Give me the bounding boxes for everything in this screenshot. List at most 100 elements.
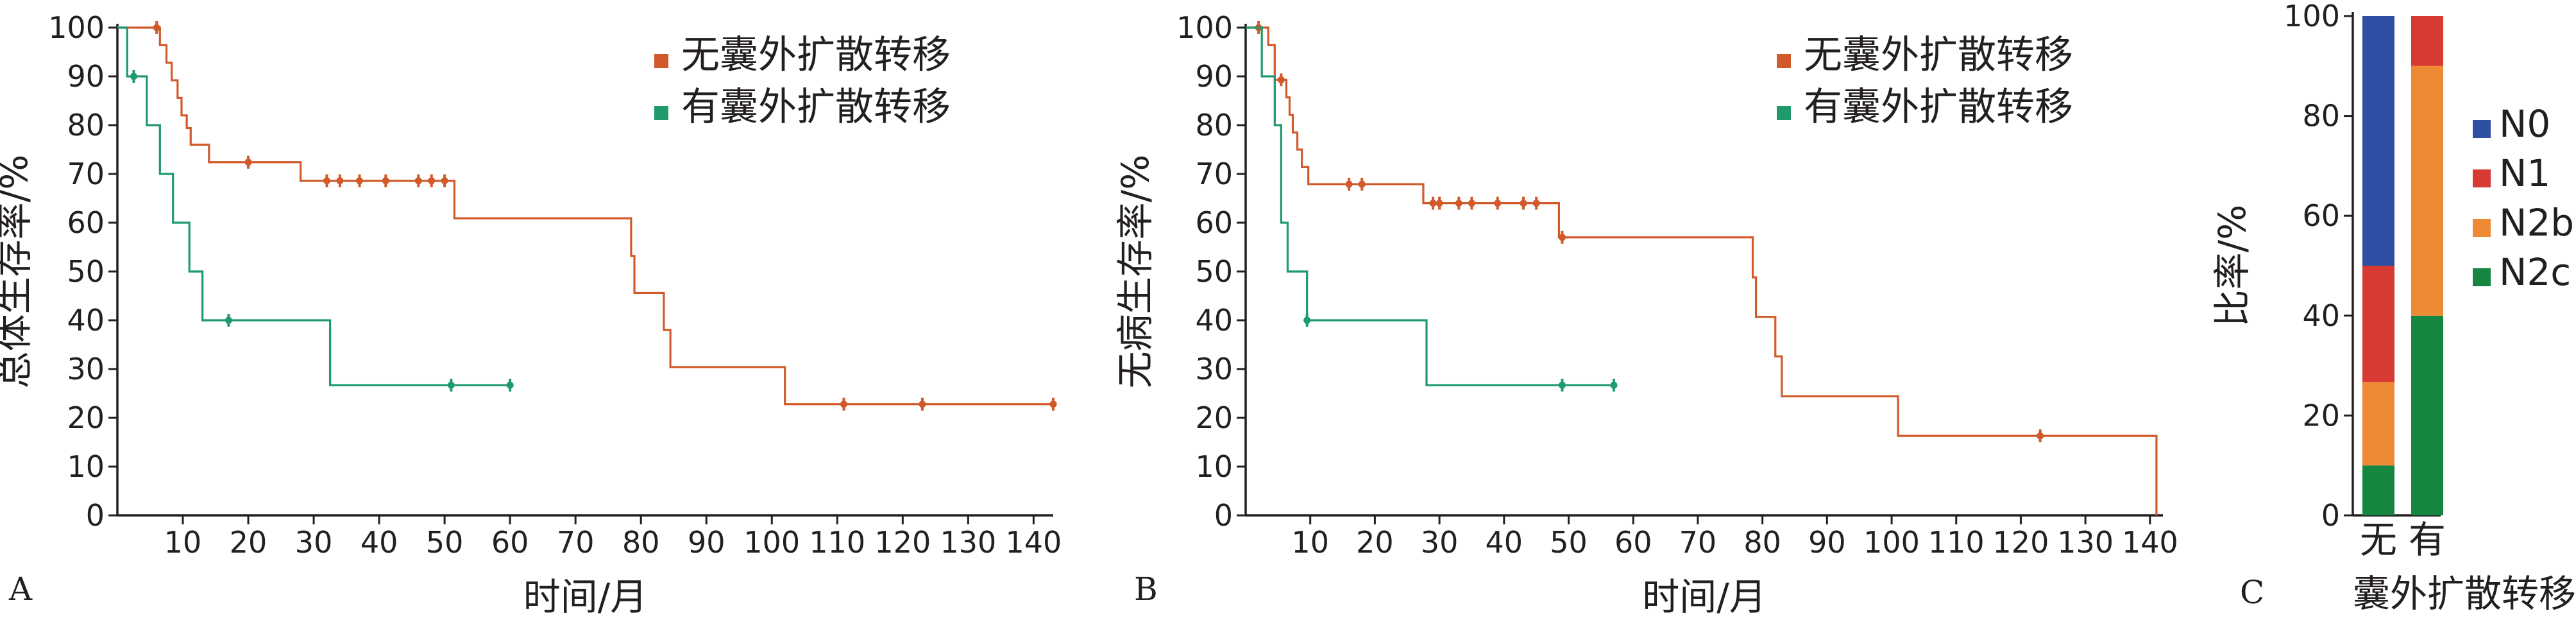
- survival-curve-no-ece: [117, 26, 1053, 406]
- x-tick-label: 110: [1928, 525, 1985, 560]
- x-tick-label: 40: [360, 525, 398, 560]
- panel-b-plot: 0 10 20 30 40 50 60 70 80 90 100 10 20 30 40 50 60 70 80 90…: [1114, 10, 2178, 619]
- y-tick-label: 60: [2302, 198, 2340, 233]
- legend-label: 无囊外扩散转移: [681, 33, 951, 78]
- censor-mark-dot: [414, 177, 422, 185]
- y-axis-label: 比率/%: [2210, 205, 2254, 327]
- legend-swatch: [1777, 106, 1791, 120]
- y-tick-label: 0: [1214, 498, 1233, 533]
- censor-mark-dot: [1345, 180, 1353, 188]
- censor-mark-dot: [153, 24, 160, 31]
- x-tick-label: 80: [622, 525, 660, 560]
- censor-mark-dot: [441, 177, 448, 185]
- censor-mark-dot: [1049, 400, 1057, 408]
- y-tick-label: 20: [1195, 400, 1233, 435]
- censor-mark-dot: [919, 400, 926, 408]
- panel-label-b: B: [1134, 571, 1158, 608]
- x-tick-label: 120: [874, 525, 931, 560]
- survival-curve-ece: [1246, 26, 1614, 386]
- legend-swatch: [2473, 268, 2491, 286]
- x-tick-label: 10: [1291, 525, 1329, 560]
- stacked-bar-segment-n1: [2411, 16, 2443, 66]
- censor-mark-dot: [1429, 200, 1437, 207]
- stacked-bar-segment-n2c: [2411, 315, 2443, 515]
- y-tick-label: 0: [86, 498, 105, 533]
- y-tick-label: 40: [67, 303, 105, 338]
- censor-mark-dot: [336, 177, 344, 185]
- x-tick-label: 140: [1005, 525, 1062, 560]
- y-tick-label: 60: [1195, 205, 1233, 240]
- legend-label: N2c: [2499, 250, 2571, 294]
- y-tick-label: 90: [1195, 59, 1233, 94]
- x-tick-label: 70: [557, 525, 595, 560]
- x-category-label: 有: [2409, 518, 2446, 562]
- x-tick-label: 100: [1863, 525, 1920, 560]
- legend-label: N2b: [2499, 201, 2574, 245]
- x-tick-label: 130: [940, 525, 996, 560]
- y-tick-label: 70: [67, 157, 105, 191]
- y-tick-label: 10: [1195, 449, 1233, 484]
- y-tick-label: 30: [67, 352, 105, 386]
- censor-mark-dot: [1436, 200, 1443, 207]
- x-tick-label: 50: [1550, 525, 1588, 560]
- x-category-label: 无: [2360, 518, 2397, 562]
- y-tick-label: 90: [67, 59, 105, 94]
- x-tick-label: 30: [1421, 525, 1459, 560]
- x-tick-label: 20: [230, 525, 267, 560]
- x-tick-label: 10: [164, 525, 202, 560]
- legend-swatch: [2473, 219, 2491, 237]
- censor-mark-dot: [840, 400, 848, 408]
- censor-mark-dot: [1520, 200, 1527, 207]
- y-tick-label: 40: [2302, 298, 2340, 333]
- censor-mark-dot: [1610, 381, 1618, 389]
- y-tick-label: 30: [1195, 352, 1233, 386]
- y-tick-label: 70: [1195, 157, 1233, 191]
- censor-mark-dot: [1303, 316, 1311, 324]
- censor-mark-dot: [447, 381, 455, 389]
- x-tick-label: 90: [688, 525, 725, 560]
- censor-mark-dot: [1358, 180, 1366, 188]
- censor-mark-dot: [225, 316, 232, 324]
- censor-mark-dot: [1455, 200, 1462, 207]
- y-tick-label: 40: [1195, 303, 1233, 338]
- x-tick-label: 70: [1679, 525, 1717, 560]
- x-tick-label: 20: [1356, 525, 1394, 560]
- legend-swatch: [654, 106, 668, 120]
- panel-a-plot: 0 10 20 30 40 50 60 70 80 90 100 10 20 30 40 50 60 70 80 90…: [0, 10, 1062, 619]
- y-tick-label: 20: [67, 400, 105, 435]
- y-tick-label: 20: [2302, 398, 2340, 433]
- censor-mark-dot: [244, 159, 252, 166]
- censor-mark-dot: [1558, 381, 1566, 389]
- panel-c-plot: 0 20 40 60 80 100 无 有 比率/% 囊外扩散转移 N0 N1 N2b N2c C: [2210, 0, 2576, 616]
- legend-swatch: [654, 54, 668, 68]
- stacked-bar-segment-n0: [2362, 16, 2394, 266]
- x-tick-label: 90: [1808, 525, 1846, 560]
- y-axis-label: 总体生存率/%: [0, 155, 36, 389]
- stacked-bar-segment-n1: [2362, 266, 2394, 383]
- legend-swatch: [1777, 54, 1791, 68]
- censor-mark-dot: [1468, 200, 1475, 207]
- x-axis-label: 时间/月: [1642, 575, 1767, 619]
- panel-label-c: C: [2240, 574, 2264, 611]
- x-tick-label: 120: [1993, 525, 2049, 560]
- x-tick-label: 100: [743, 525, 800, 560]
- censor-mark-dot: [130, 73, 138, 80]
- y-tick-label: 50: [67, 254, 105, 289]
- y-tick-label: 80: [2302, 99, 2340, 133]
- censor-mark-dot: [506, 381, 514, 389]
- x-axis-label: 时间/月: [523, 575, 648, 619]
- y-tick-label: 50: [1195, 254, 1233, 289]
- censor-mark-dot: [1558, 234, 1566, 241]
- stacked-bar-segment-n2b: [2411, 65, 2443, 316]
- legend-label: N1: [2499, 151, 2550, 195]
- panel-label-a: A: [8, 571, 33, 608]
- censor-mark-dot: [428, 177, 436, 185]
- legend-swatch: [2473, 169, 2491, 187]
- y-tick-label: 60: [67, 205, 105, 240]
- x-tick-label: 140: [2122, 525, 2178, 560]
- censor-mark-dot: [323, 177, 330, 185]
- legend-swatch: [2473, 120, 2491, 138]
- x-tick-label: 40: [1486, 525, 1523, 560]
- stacked-bar-segment-n2c: [2362, 465, 2394, 515]
